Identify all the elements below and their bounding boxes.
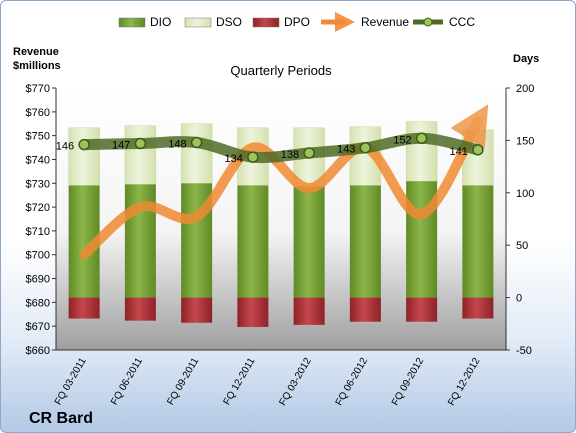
y-right-tick-label: 150 — [516, 135, 534, 147]
legend-label-dio: DIO — [150, 15, 171, 29]
x-tick-label: FQ 06-2011 — [109, 356, 145, 407]
ccc-data-label: 152 — [393, 134, 411, 146]
y-right-tick-label: 200 — [516, 83, 534, 95]
ccc-data-label: 147 — [112, 140, 130, 152]
y-left-tick-label: $680 — [26, 297, 50, 309]
legend-label-ccc: CCC — [449, 15, 475, 29]
y-left-tick-label: $700 — [26, 250, 50, 262]
y-left-tick-label: $660 — [26, 345, 50, 357]
dso-bar — [124, 125, 157, 185]
dso-bar — [68, 127, 100, 186]
y-left-tick-label: $730 — [26, 178, 50, 190]
ccc-point — [415, 132, 428, 145]
dpo-bar — [181, 297, 213, 323]
ccc-data-label: 134 — [225, 153, 243, 165]
line-series: 146 147 148 134 138 143 152 141 — [56, 104, 489, 260]
legend-swatch-dio — [118, 17, 146, 28]
y-left-label-line2: $millions — [13, 60, 61, 72]
ccc-data-label: 138 — [281, 149, 299, 161]
ccc-data-label: 148 — [168, 138, 186, 150]
y-right-label: Days — [513, 53, 539, 65]
legend-label-dpo: DPO — [284, 15, 310, 29]
chart-title: Quarterly Periods — [230, 63, 332, 78]
y-right-tick-label: 0 — [516, 293, 522, 305]
dpo-bar — [406, 297, 438, 322]
dso-bar — [405, 121, 438, 182]
dpo-bar — [349, 297, 381, 322]
y-right-tick-label: -50 — [516, 345, 532, 357]
ccc-data-label: 143 — [337, 144, 355, 156]
y-left-tick-label: $690 — [26, 274, 50, 286]
y-right-tick-label: 100 — [516, 188, 534, 200]
x-tick-label: FQ 12-2011 — [222, 356, 258, 407]
dio-bar — [462, 185, 494, 298]
y-left-tick-label: $770 — [26, 83, 50, 95]
y-axis-left: $660 $670 $680 $690 $700 $710 $720 $730 $740 $750… — [26, 83, 57, 357]
ccc-data-label: 146 — [56, 141, 74, 153]
legend-label-dso: DSO — [216, 15, 242, 29]
dio-bar — [293, 186, 325, 298]
x-tick-label: FQ 03-2011 — [53, 356, 89, 407]
y-left-label-line1: Revenue — [13, 46, 59, 58]
x-axis: FQ 03-2011 FQ 06-2011 FQ 09-2011 FQ 12-2011… — [53, 349, 506, 408]
dso-bar — [180, 123, 213, 184]
y-right-tick-label: 50 — [516, 240, 528, 252]
legend-swatch-ccc-dot — [423, 17, 433, 27]
x-tick-label: FQ 03-2012 — [278, 356, 314, 408]
dio-bar — [349, 185, 381, 298]
ccc-point — [247, 151, 259, 163]
y-left-tick-label: $670 — [26, 321, 50, 333]
ccc-point — [359, 141, 372, 154]
y-left-tick-label: $750 — [26, 131, 50, 143]
y-left-tick-label: $720 — [26, 202, 50, 214]
y-axis-right: -50 0 50 100 150 200 — [505, 83, 534, 357]
dpo-bar — [124, 297, 156, 321]
company-name: CR Bard — [29, 410, 93, 427]
ccc-point — [190, 136, 203, 149]
y-left-tick-label: $710 — [26, 226, 50, 238]
x-tick-label: FQ 09-2011 — [165, 356, 201, 407]
revenue-line — [79, 104, 489, 260]
y-left-tick-label: $740 — [26, 154, 50, 166]
dio-bar — [124, 184, 156, 298]
ccc-point — [134, 137, 147, 150]
dpo-bar — [462, 297, 494, 319]
legend-label-revenue: Revenue — [361, 15, 409, 29]
y-left-tick-label: $760 — [26, 107, 50, 119]
dio-bar — [237, 185, 269, 298]
dpo-bar — [68, 297, 100, 319]
dpo-bar — [237, 297, 269, 327]
ccc-point — [472, 144, 484, 156]
legend-swatch-dpo — [252, 17, 280, 28]
x-tick-label: FQ 09-2012 — [390, 356, 426, 408]
ccc-point — [78, 138, 90, 151]
ccc-data-label: 141 — [450, 146, 468, 158]
dpo-bar — [293, 297, 325, 325]
legend: DIO DSO DPO Revenue CCC — [118, 12, 475, 32]
legend-swatch-dso — [184, 17, 212, 28]
ccc-point — [303, 147, 315, 159]
x-tick-label: FQ 12-2012 — [446, 356, 482, 408]
x-tick-label: FQ 06-2012 — [334, 356, 370, 408]
